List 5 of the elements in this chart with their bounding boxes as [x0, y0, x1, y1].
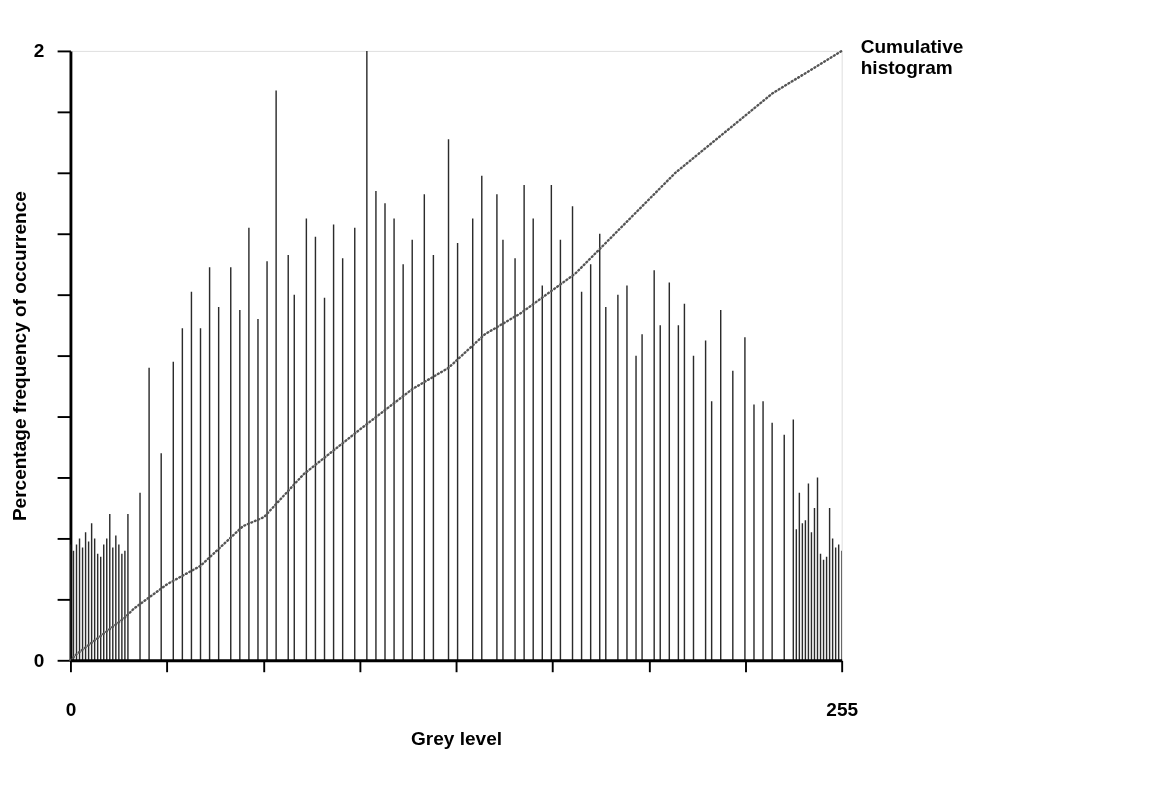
x-tick-label: 255 [826, 699, 859, 721]
x-axis-title: Grey level [411, 727, 503, 749]
y-axis-title: Percentage frequency of occurrence [9, 191, 31, 522]
y-tick-label: 2 [33, 40, 45, 62]
series-label: Cumulative histogram [860, 35, 964, 78]
